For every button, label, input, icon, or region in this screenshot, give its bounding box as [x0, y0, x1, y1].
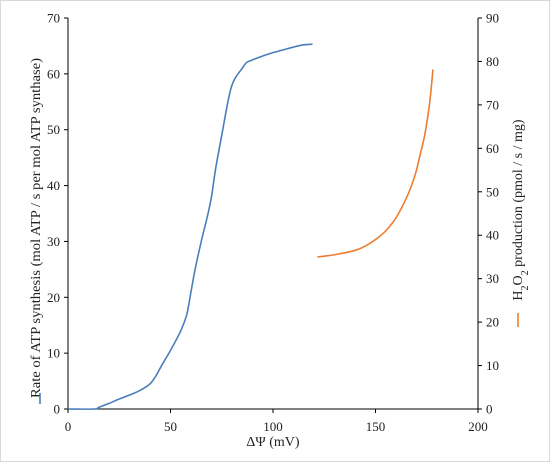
- x-tick-label: 0: [65, 419, 72, 434]
- x-axis-label: ΔΨ (mV): [246, 435, 299, 450]
- right-y-tick-label: 30: [486, 271, 499, 286]
- left-y-tick-label: 0: [54, 402, 61, 417]
- left-y-tick-label: 40: [47, 178, 60, 193]
- right-y-tick-label: 60: [486, 141, 499, 156]
- right-y-tick-label: 40: [486, 228, 499, 243]
- ticks-layer: 0 50 100 150 200 0 10 20 30 40 50 60 70 0 10 20 30 40 50 60…: [47, 11, 499, 435]
- x-tick-label: 150: [366, 419, 386, 434]
- right-label-prefix: H: [511, 290, 526, 300]
- right-y-tick-label: 70: [486, 97, 499, 112]
- right-label-suffix: production (pmol / s / mg): [511, 119, 526, 270]
- x-tick-label: 50: [164, 419, 177, 434]
- left-y-tick-label: 60: [47, 66, 60, 81]
- right-y-axis-label: H2O2 production (pmol / s / mg): [511, 119, 531, 300]
- right-label-sub2: 2: [520, 270, 531, 275]
- right-y-tick-label: 10: [486, 358, 499, 373]
- right-y-tick-label: 0: [486, 402, 493, 417]
- left-y-tick-label: 30: [47, 234, 60, 249]
- left-y-tick-label: 20: [47, 290, 60, 305]
- right-y-tick-label: 90: [486, 11, 499, 26]
- series-line-right-axis: [317, 69, 434, 258]
- series-layer: [67, 43, 434, 410]
- left-y-tick-label: 70: [47, 11, 60, 26]
- left-y-tick-label: 50: [47, 122, 60, 137]
- x-tick-label: 100: [263, 419, 283, 434]
- x-tick-label: 200: [468, 419, 488, 434]
- left-y-tick-label: 10: [47, 346, 60, 361]
- right-label-mid: O: [511, 275, 526, 285]
- series-line-left-axis: [67, 43, 313, 410]
- left-y-axis-label: Rate of ATP synthesis (mol ATP / s per m…: [29, 58, 44, 398]
- right-y-tick-label: 20: [486, 315, 499, 330]
- right-label-sub1: 2: [520, 285, 531, 290]
- right-y-tick-label: 50: [486, 184, 499, 199]
- right-y-tick-label: 80: [486, 54, 499, 69]
